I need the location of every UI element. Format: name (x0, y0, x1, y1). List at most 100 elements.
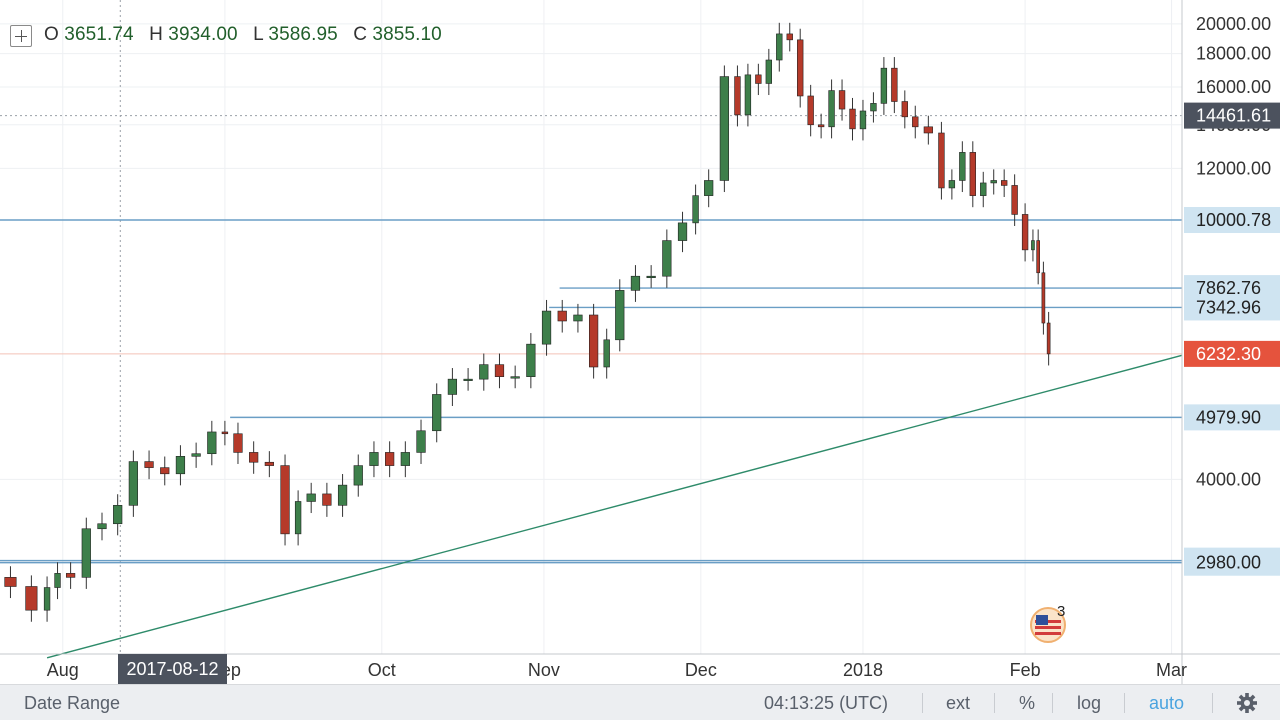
candle-up (479, 364, 489, 380)
candle-down (160, 467, 170, 475)
candle-up (207, 431, 217, 455)
price-label: 7862.76 (1196, 278, 1261, 298)
x-tick-label: Feb (1010, 660, 1041, 680)
candle-up (990, 180, 997, 184)
candle-down (1036, 240, 1040, 274)
candle-up (432, 394, 442, 432)
candle-down (221, 431, 229, 435)
x-tick-label: 2018 (843, 660, 883, 680)
candle-down (144, 461, 154, 468)
candle-up (859, 110, 867, 130)
candle-up (880, 67, 888, 104)
candle-down (786, 33, 793, 41)
percent-toggle[interactable]: % (1019, 693, 1036, 713)
candle-up (603, 339, 610, 368)
low-value: 3586.95 (268, 24, 338, 45)
y-tick-label: 16000.00 (1196, 77, 1271, 97)
candle-up (646, 275, 656, 279)
candle-down (938, 132, 945, 189)
candle-down (797, 39, 804, 97)
candle-down (755, 74, 762, 84)
date-range-button[interactable]: Date Range (24, 693, 121, 713)
candle-down (1021, 214, 1029, 251)
price-label-box (1184, 340, 1280, 367)
price-label-box (1184, 102, 1280, 129)
gear-icon[interactable] (1236, 685, 1258, 720)
event-count: 3 (1057, 603, 1066, 620)
horizontal-lines (0, 219, 1182, 564)
price-chart[interactable]: 20000.0018000.0016000.0014000.0012000.00… (0, 0, 1280, 684)
crosshair-date-label: 2017-08-12 (118, 654, 227, 684)
candle-up (980, 182, 987, 196)
price-label: 6232.30 (1196, 344, 1261, 364)
candle-down (912, 116, 919, 128)
candle-down (901, 101, 908, 118)
clock-readout[interactable]: 04:13:25 (UTC) (764, 693, 889, 713)
divider (1052, 693, 1053, 713)
y-tick-label: 4000.00 (1196, 469, 1261, 489)
x-tick-label: Aug (47, 660, 79, 680)
candle-down (264, 461, 274, 466)
y-tick-label: 20000.00 (1196, 14, 1271, 34)
divider (1212, 693, 1213, 713)
candle-up (191, 453, 201, 457)
candle-up (662, 240, 672, 277)
legend-toggle-button[interactable] (10, 25, 32, 47)
candle-down (589, 314, 599, 368)
candle-up (870, 103, 877, 112)
candle-up (81, 528, 91, 578)
candle-down (838, 90, 846, 110)
close-value: 3855.10 (372, 24, 442, 45)
x-tick-label: Oct (368, 660, 396, 680)
log-toggle[interactable]: log (1077, 693, 1102, 713)
candle-down (1001, 180, 1008, 186)
auto-toggle[interactable]: auto (1149, 693, 1185, 713)
candle-down (969, 152, 976, 196)
x-tick-label: Dec (685, 660, 717, 680)
candle-up (400, 452, 410, 466)
candle-down (322, 493, 332, 506)
candle-down (1011, 185, 1018, 215)
price-label-box (1184, 549, 1280, 576)
candle-down (557, 310, 567, 322)
candle-down (233, 433, 243, 453)
bottom-toolbar: Date Range 04:13:25 (UTC) ext % log auto (0, 684, 1280, 720)
candle-up (175, 456, 186, 475)
candle-down (923, 126, 933, 134)
y-tick-label: 18000.00 (1196, 44, 1271, 64)
price-label: 2980.00 (1196, 553, 1261, 573)
y-tick-label: 12000.00 (1196, 158, 1271, 178)
divider (1124, 693, 1125, 713)
candle-up (948, 180, 956, 189)
candle-down (249, 452, 259, 463)
candle-up (97, 523, 107, 530)
candle-up (828, 90, 835, 128)
high-label: H (149, 24, 163, 45)
candle-up (959, 152, 966, 181)
candle-up (719, 76, 729, 181)
candle-down (817, 124, 825, 128)
candle-down (1041, 272, 1046, 324)
candle-up (294, 501, 302, 535)
candle-down (734, 76, 741, 116)
price-label: 14461.61 (1196, 106, 1271, 126)
candle-up (615, 290, 625, 341)
price-axis: 20000.0018000.0016000.0014000.0012000.00… (0, 0, 1280, 684)
candle-up (369, 452, 379, 466)
us-flag-icon[interactable] (1026, 604, 1072, 644)
candle-down (385, 452, 395, 466)
price-label: 7342.96 (1196, 297, 1261, 317)
candle-up (337, 484, 348, 506)
candle-up (704, 180, 714, 196)
open-value: 3651.74 (64, 24, 134, 45)
support-trendline (46, 354, 1183, 659)
candle-up (353, 465, 363, 486)
candle-up (43, 587, 51, 611)
ext-toggle[interactable]: ext (946, 693, 971, 713)
candle-up (526, 343, 536, 377)
ohlc-legend: O 3651.74 H 3934.00 L 3586.95 C 3855.10 (44, 24, 452, 46)
x-tick-label: Mar (1156, 660, 1187, 680)
candle-up (510, 376, 520, 379)
candle-down (807, 95, 814, 126)
